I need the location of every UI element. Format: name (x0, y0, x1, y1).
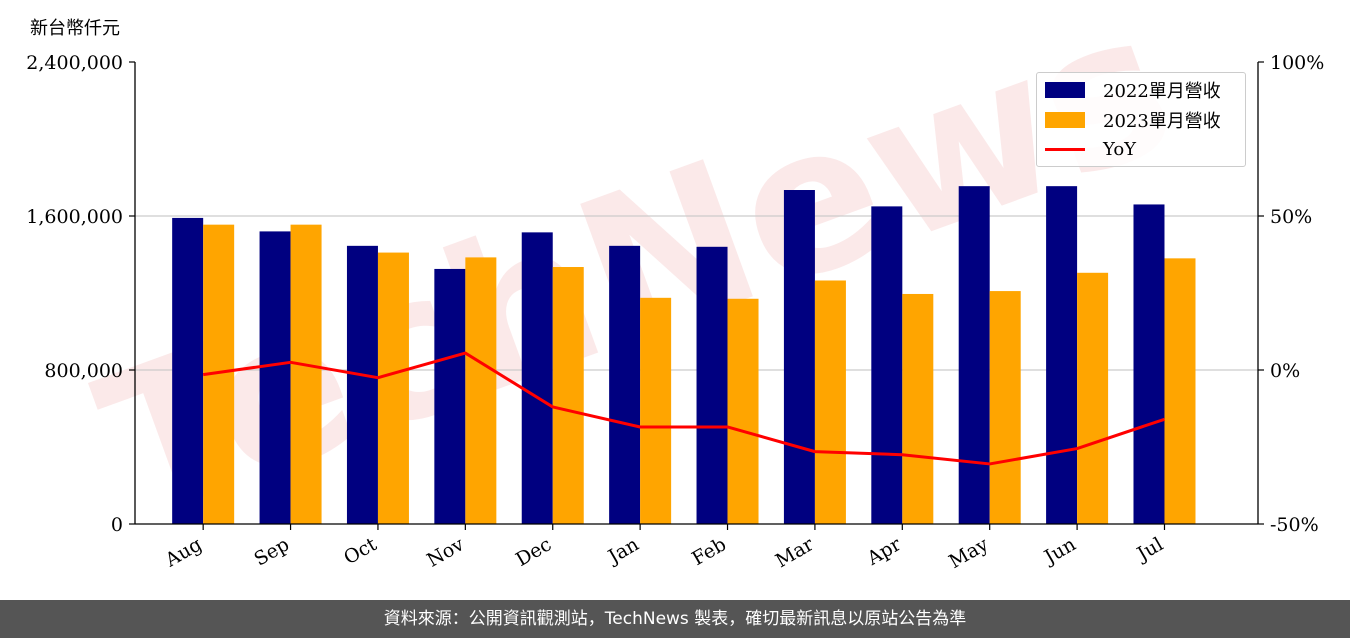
x-tick-label: Nov (423, 533, 468, 572)
legend-item-2023: 2023單月營收 (1045, 106, 1221, 134)
legend-label-2022: 2022單月營收 (1103, 81, 1221, 102)
yoy-line (202, 351, 1165, 466)
left-tick-label: 2,400,000 (26, 52, 123, 74)
bar-2023 (640, 297, 672, 524)
left-tick-label: 0 (111, 514, 123, 536)
legend-swatch-2023 (1045, 112, 1085, 128)
right-tick-label: 100% (1270, 52, 1324, 74)
legend-swatch-2022 (1045, 82, 1085, 98)
x-tick-label: Apr (863, 533, 906, 570)
x-tick-label: Jul (1132, 533, 1167, 566)
bar-2022 (172, 217, 204, 525)
source-footer: 資料來源：公開資訊觀測站，TechNews 製表，確切最新訊息以原站公告為準 (0, 600, 1350, 638)
x-tick-label: Dec (512, 533, 555, 571)
right-tick-label: -50% (1270, 514, 1319, 536)
bar-2023 (1077, 272, 1109, 524)
right-tick-label: 50% (1270, 206, 1312, 228)
bar-2023 (290, 224, 322, 524)
bar-2022 (783, 190, 815, 524)
bar-2022 (609, 245, 641, 524)
legend-item-yoy: YoY (1045, 135, 1136, 163)
bar-2023 (902, 293, 934, 524)
x-tick-label: May (945, 533, 992, 573)
bar-2023 (727, 298, 759, 524)
chart-area: TechNews0800,0001,600,0002,400,000-50%0%… (26, 0, 1324, 573)
x-tick-label: Jan (603, 533, 643, 569)
legend-item-2022: 2022單月營收 (1045, 76, 1221, 104)
legend-label-yoy: YoY (1103, 138, 1137, 160)
x-tick-label: Feb (688, 533, 730, 570)
bar-2022 (871, 206, 903, 524)
bar-2023 (377, 252, 409, 524)
bar-2022 (696, 246, 728, 525)
bar-2022 (958, 186, 990, 524)
bar-2023 (989, 291, 1021, 524)
bar-2022 (434, 268, 466, 524)
legend-line-yoy (1045, 147, 1085, 151)
x-tick-label: Mar (772, 533, 818, 572)
left-tick-label: 800,000 (44, 360, 123, 382)
y-axis-unit-label: 新台幣仟元 (30, 18, 120, 39)
x-tick-label: Sep (251, 533, 294, 570)
right-tick-label: 0% (1270, 360, 1300, 382)
bar-2023 (1164, 258, 1196, 524)
bar-2022 (521, 232, 553, 525)
left-tick-label: 1,600,000 (26, 206, 123, 228)
bar-2023 (814, 280, 846, 524)
bar-2022 (1133, 204, 1165, 524)
bar-2023 (465, 257, 497, 524)
legend-label-2023: 2023單月營收 (1103, 111, 1221, 132)
x-tick-label: Oct (340, 533, 381, 569)
bar-2022 (346, 245, 378, 524)
chart-legend: 2022單月營收 2023單月營收 YoY (1036, 72, 1246, 167)
bar-2022 (1046, 186, 1078, 524)
bar-2023 (552, 267, 584, 524)
x-tick-label: Jun (1039, 533, 1080, 569)
bar-2022 (259, 231, 291, 524)
